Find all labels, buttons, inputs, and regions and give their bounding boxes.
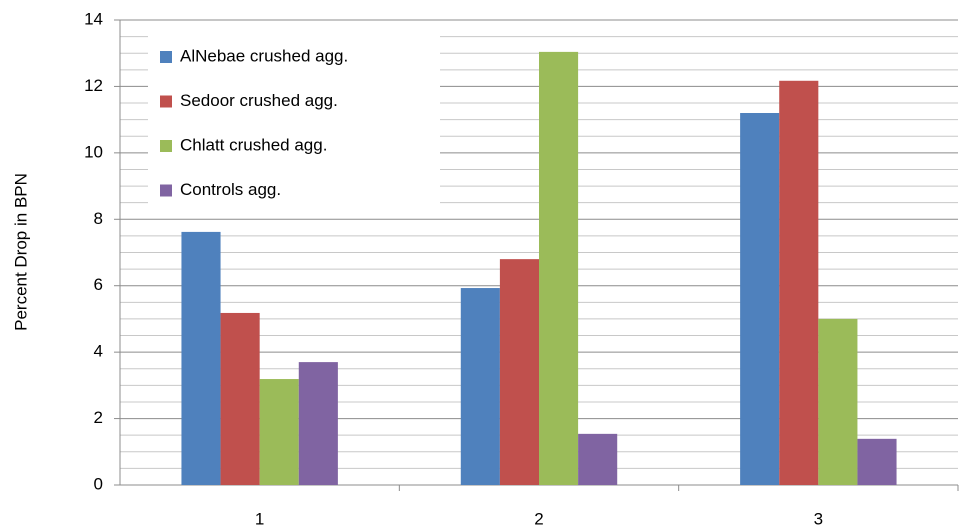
y-tick-label: 8 bbox=[94, 209, 103, 228]
bar bbox=[857, 438, 897, 485]
legend-label: AlNebae crushed agg. bbox=[180, 46, 348, 65]
legend-swatch bbox=[160, 95, 172, 108]
y-tick-label: 14 bbox=[84, 9, 103, 28]
bar bbox=[499, 259, 539, 485]
y-tick-label: 6 bbox=[94, 275, 103, 294]
x-tick-label: 1 bbox=[255, 509, 264, 528]
legend-label: Controls agg. bbox=[180, 180, 281, 199]
x-tick-label: 2 bbox=[534, 509, 543, 528]
y-tick-label: 10 bbox=[84, 142, 103, 161]
legend-label: Chlatt crushed agg. bbox=[180, 135, 327, 154]
bar bbox=[818, 318, 858, 485]
bar bbox=[460, 288, 500, 485]
y-tick-label: 0 bbox=[94, 474, 103, 493]
bar bbox=[181, 231, 221, 485]
legend-swatch bbox=[160, 184, 172, 197]
y-tick-label: 2 bbox=[94, 408, 103, 427]
legend-box bbox=[148, 35, 440, 211]
x-tick-label: 3 bbox=[814, 509, 823, 528]
bar bbox=[740, 113, 780, 485]
bar bbox=[539, 51, 579, 486]
bar bbox=[259, 379, 299, 485]
legend-swatch bbox=[160, 51, 172, 63]
bar bbox=[578, 433, 618, 485]
legend-label: Sedoor crushed agg. bbox=[180, 91, 338, 110]
y-tick-label: 4 bbox=[94, 342, 103, 361]
y-axis-label: Percent Drop in BPN bbox=[11, 173, 30, 331]
bar bbox=[220, 312, 260, 485]
bar bbox=[779, 80, 819, 486]
y-tick-label: 12 bbox=[84, 76, 103, 95]
bar bbox=[298, 362, 338, 485]
legend-swatch bbox=[160, 140, 172, 152]
